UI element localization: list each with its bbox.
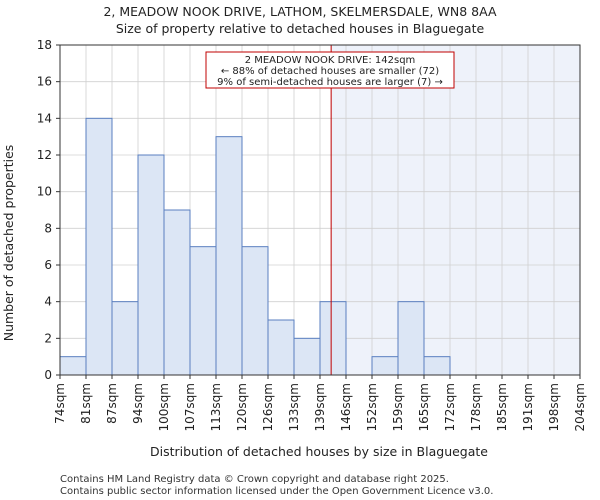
bar bbox=[85, 117, 113, 376]
x-tick-label: 74sqm bbox=[53, 383, 67, 424]
bar bbox=[423, 356, 451, 376]
x-tick-label: 100sqm bbox=[157, 383, 171, 431]
x-tick-label: 204sqm bbox=[573, 383, 587, 431]
x-tick-label: 126sqm bbox=[261, 383, 275, 431]
marker-annotation: 2 MEADOW NOOK DRIVE: 142sqm ← 88% of det… bbox=[205, 51, 455, 89]
bar bbox=[397, 301, 425, 376]
y-tick-label: 0 bbox=[44, 368, 52, 382]
larger-than-property-shade bbox=[331, 45, 580, 375]
plot-area: 2 MEADOW NOOK DRIVE: 142sqm ← 88% of det… bbox=[37, 38, 587, 431]
x-tick-label: 120sqm bbox=[235, 383, 249, 431]
x-axis-ticks: 74sqm 81sqm 87sqm 94sqm 100sqm 107sqm 113sqm 12… bbox=[53, 375, 587, 431]
bar bbox=[267, 319, 295, 376]
x-tick-label: 191sqm bbox=[521, 383, 535, 431]
chart-subtitle: Size of property relative to detached ho… bbox=[116, 21, 485, 36]
y-tick-label: 16 bbox=[37, 75, 52, 89]
x-tick-label: 133sqm bbox=[287, 383, 301, 431]
x-tick-label: 172sqm bbox=[443, 383, 457, 431]
x-tick-label: 87sqm bbox=[105, 383, 119, 424]
y-tick-label: 18 bbox=[37, 38, 52, 52]
bar bbox=[137, 154, 165, 376]
bar bbox=[371, 356, 399, 376]
y-tick-label: 2 bbox=[44, 331, 52, 345]
x-tick-label: 113sqm bbox=[209, 383, 223, 431]
x-tick-label: 165sqm bbox=[417, 383, 431, 431]
bar bbox=[241, 246, 269, 376]
y-axis-label: Number of detached properties bbox=[1, 145, 16, 342]
y-tick-label: 12 bbox=[37, 148, 52, 162]
chart-title: 2, MEADOW NOOK DRIVE, LATHOM, SKELMERSDA… bbox=[103, 4, 497, 19]
x-tick-label: 152sqm bbox=[365, 383, 379, 431]
y-tick-label: 4 bbox=[44, 295, 52, 309]
bar bbox=[111, 301, 139, 376]
bar bbox=[59, 356, 87, 376]
bar bbox=[319, 301, 347, 376]
annotation-line-2: ← 88% of detached houses are smaller (72… bbox=[221, 66, 439, 77]
y-axis-ticks: 0 2 4 6 8 10 12 14 16 18 bbox=[37, 38, 60, 382]
x-tick-label: 159sqm bbox=[391, 383, 405, 431]
bar bbox=[215, 136, 243, 376]
annotation-line-3: 9% of semi-detached houses are larger (7… bbox=[217, 77, 443, 88]
bar bbox=[293, 337, 321, 376]
x-tick-label: 81sqm bbox=[79, 383, 93, 424]
x-tick-label: 107sqm bbox=[183, 383, 197, 431]
x-tick-label: 139sqm bbox=[313, 383, 327, 431]
y-tick-label: 10 bbox=[37, 185, 52, 199]
y-tick-label: 14 bbox=[37, 111, 52, 125]
footer-line-2: Contains public sector information licen… bbox=[60, 486, 493, 497]
y-tick-label: 8 bbox=[44, 221, 52, 235]
x-tick-label: 185sqm bbox=[495, 383, 509, 431]
x-tick-label: 178sqm bbox=[469, 383, 483, 431]
x-tick-label: 198sqm bbox=[547, 383, 561, 431]
bar bbox=[163, 209, 191, 376]
footer-line-1: Contains HM Land Registry data © Crown c… bbox=[60, 474, 449, 485]
annotation-line-1: 2 MEADOW NOOK DRIVE: 142sqm bbox=[245, 55, 416, 66]
bars bbox=[59, 117, 451, 376]
bar bbox=[189, 246, 217, 376]
y-tick-label: 6 bbox=[44, 258, 52, 272]
x-tick-label: 94sqm bbox=[131, 383, 145, 424]
x-tick-label: 146sqm bbox=[339, 383, 353, 431]
annotation-box bbox=[205, 51, 455, 89]
x-axis-label: Distribution of detached houses by size … bbox=[150, 444, 488, 459]
